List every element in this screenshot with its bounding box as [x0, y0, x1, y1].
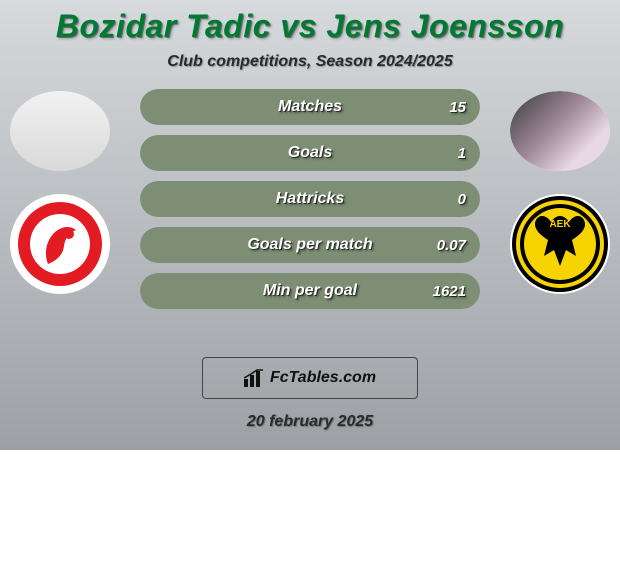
stat-label: Goals [140, 135, 480, 171]
svg-text:AEK: AEK [549, 219, 571, 230]
stat-row: Hattricks 0 [140, 181, 480, 217]
crest-right-icon: AEK [510, 194, 610, 294]
brand-badge[interactable]: FcTables.com [202, 357, 418, 399]
stat-label: Goals per match [140, 227, 480, 263]
player-left-avatar [10, 91, 110, 171]
stat-stage: AEK Matches 15 Goals 1 Hattricks 0 [0, 89, 620, 349]
team-left-crest [10, 194, 110, 294]
team-right-crest: AEK [510, 194, 610, 294]
stat-row: Matches 15 [140, 89, 480, 125]
bars-icon [244, 369, 264, 387]
stat-row: Goals 1 [140, 135, 480, 171]
stat-value-right: 15 [449, 89, 466, 125]
brand-text: FcTables.com [270, 369, 376, 387]
stat-label: Matches [140, 89, 480, 125]
stat-bars: Matches 15 Goals 1 Hattricks 0 Goals per… [140, 89, 480, 319]
comparison-card: Bozidar Tadic vs Jens Joensson Club comp… [0, 0, 620, 450]
stat-value-right: 0.07 [437, 227, 466, 263]
stat-value-right: 1621 [433, 273, 466, 309]
snapshot-date: 20 february 2025 [0, 413, 620, 431]
stat-label: Min per goal [140, 273, 480, 309]
player-right-avatar [510, 91, 610, 171]
page-title: Bozidar Tadic vs Jens Joensson [0, 0, 620, 45]
stat-label: Hattricks [140, 181, 480, 217]
stat-row: Min per goal 1621 [140, 273, 480, 309]
crest-left-icon [10, 194, 110, 294]
stat-row: Goals per match 0.07 [140, 227, 480, 263]
stat-value-right: 0 [458, 181, 466, 217]
subtitle: Club competitions, Season 2024/2025 [0, 53, 620, 71]
stat-value-right: 1 [458, 135, 466, 171]
